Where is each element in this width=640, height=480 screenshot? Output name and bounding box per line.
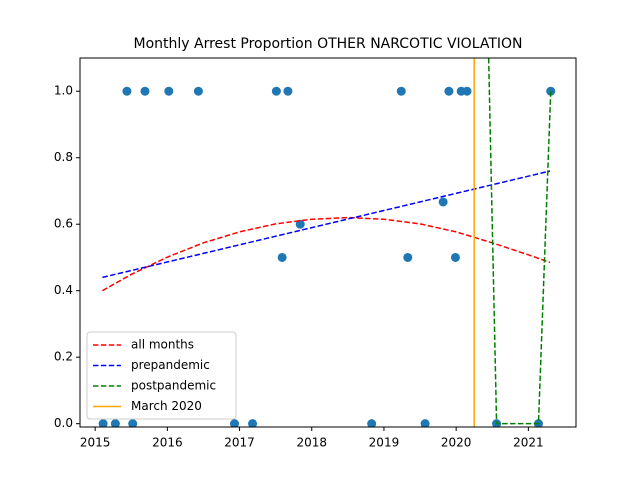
point	[438, 197, 448, 207]
y-tick-label: 0.8	[54, 150, 73, 164]
x-tick-label: 2016	[152, 436, 183, 450]
point	[283, 86, 293, 96]
point	[230, 419, 240, 427]
point	[98, 419, 108, 427]
trend-line	[102, 170, 551, 279]
point	[444, 86, 454, 96]
y-tick-label: 1.0	[54, 84, 73, 98]
point	[420, 419, 430, 427]
point	[140, 86, 150, 96]
point	[450, 252, 460, 262]
point	[164, 86, 174, 96]
legend-box	[86, 331, 237, 420]
axes-frame	[79, 57, 577, 428]
x-tick-label: 2020	[441, 436, 472, 450]
point	[271, 86, 281, 96]
point	[546, 86, 556, 96]
trend-line	[487, 58, 552, 425]
legend-label: postpandemic	[131, 379, 216, 393]
legend-label: prepandemic	[131, 358, 210, 372]
trend-line	[102, 216, 551, 292]
legend-label: all months	[131, 338, 194, 352]
x-tick-label: 2018	[296, 436, 327, 450]
x-tick-label: 2015	[80, 436, 111, 450]
point	[193, 86, 203, 96]
point	[110, 419, 120, 427]
y-tick-label: 0.2	[54, 350, 73, 364]
point	[403, 252, 413, 262]
chart-title: Monthly Arrest Proportion OTHER NARCOTIC…	[134, 36, 523, 52]
legend: all months prepandemic postpandemic March 2…	[86, 331, 237, 420]
y-tick-label: 0.6	[54, 217, 73, 231]
y-tick-label: 0.0	[54, 416, 73, 430]
plot-area	[98, 58, 556, 427]
x-tick-label: 2019	[369, 436, 400, 450]
point	[122, 86, 132, 96]
x-tick-label: 2017	[224, 436, 255, 450]
point	[248, 419, 258, 427]
point	[367, 419, 377, 427]
x-tick-label: 2021	[513, 436, 544, 450]
point	[277, 252, 287, 262]
point	[128, 419, 138, 427]
point	[396, 86, 406, 96]
y-tick-label: 0.4	[54, 283, 73, 297]
legend-label: March 2020	[131, 399, 202, 413]
point	[462, 86, 472, 96]
point	[295, 219, 305, 229]
